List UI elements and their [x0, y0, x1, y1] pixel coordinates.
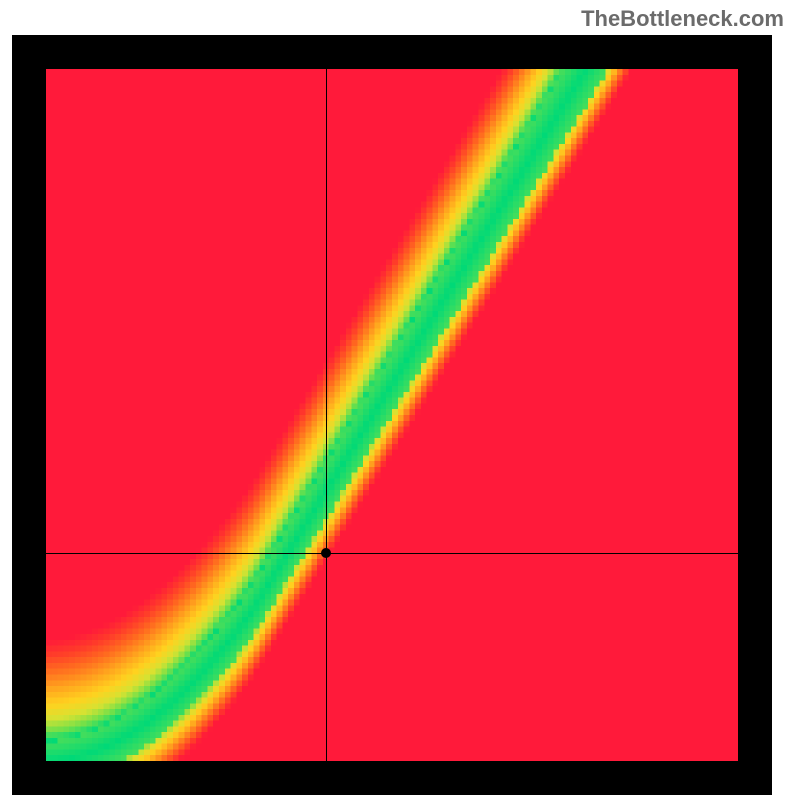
watermark-text: TheBottleneck.com	[581, 6, 784, 32]
heatmap-canvas	[46, 69, 738, 761]
crosshair-vertical	[326, 69, 327, 761]
heatmap-area	[46, 69, 738, 761]
chart-container: TheBottleneck.com	[0, 0, 800, 800]
chart-border	[12, 35, 772, 795]
crosshair-horizontal	[46, 553, 738, 554]
